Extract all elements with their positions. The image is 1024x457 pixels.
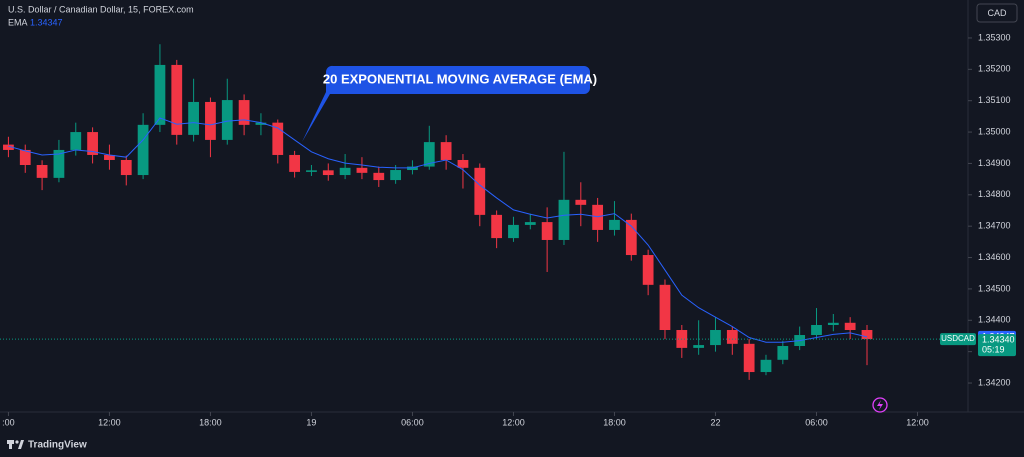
candle-body [423,142,435,167]
candle-body [137,124,149,176]
candle-body [221,100,233,140]
candle-body [356,167,368,173]
candle-body [238,100,250,125]
y-tick-label: 1.35000 [978,126,1011,136]
chart-title: U.S. Dollar / Canadian Dollar, 15, FOREX… [8,4,194,14]
candle-body [474,167,486,215]
annotation-text: 20 EXPONENTIAL MOVING AVERAGE (EMA) [323,71,597,86]
x-tick-label: 18:00 [603,417,626,427]
candle-body [609,219,620,230]
candle-body [592,204,604,230]
x-tick-label: 12:00 [98,417,121,427]
candle-body [760,359,772,373]
candle-body [710,330,721,346]
candle-body [508,224,519,239]
logo-part [15,440,19,444]
candle-body [306,170,317,172]
candle-body [642,255,654,285]
y-tick-label: 1.34700 [978,221,1011,231]
candle-body [70,132,82,150]
candle-body [861,330,873,340]
candle-body [19,149,31,166]
logo-part [18,440,24,449]
candle-body [558,199,570,240]
candle-body [491,214,503,239]
y-tick-label: 1.34200 [978,377,1011,387]
candle-body [154,64,166,125]
candle-body [575,199,587,205]
y-tick-label: 1.35200 [978,64,1011,74]
indicator-value: 1.34347 [30,17,63,27]
alert-icon[interactable] [872,397,888,413]
candle-body [87,132,98,155]
candle-body [205,101,216,140]
candle-body [726,330,738,344]
y-tick-label: 1.34500 [978,283,1011,293]
indicator-name: EMA [8,17,28,27]
candle-body [188,101,199,135]
candle-body [255,122,267,125]
y-tick-label: 1.35300 [978,32,1011,42]
ema-line [8,117,868,343]
candle-body [440,142,452,160]
candle-body [390,170,402,181]
currency-button[interactable] [976,3,1018,23]
y-tick-label: 1.34900 [978,158,1011,168]
x-tick-label: :00 [2,417,15,427]
candle-body [777,346,789,360]
x-tick-label: 12:00 [502,417,525,427]
symbol-box [940,333,976,346]
candle-body [659,284,671,331]
annotation-callout [302,65,590,142]
plot-area [3,44,873,380]
candle-body [524,222,536,225]
y-tick-label: 1.34400 [978,315,1011,325]
candle-body [541,222,553,240]
symbol-label: USDCAD [941,334,975,343]
brand-name: TradingView [28,440,87,451]
candle-body [693,345,705,348]
y-tick-label: 1.34800 [978,189,1011,199]
x-tick-label: 12:00 [906,417,929,427]
x-tick-label: 06:00 [401,417,424,427]
candle-body [743,343,755,373]
candle-body [827,322,839,325]
candle-body [171,64,183,135]
candle-body [457,159,469,168]
alert-bolt [877,400,883,410]
candle-body [844,322,856,331]
candle-body [36,165,48,178]
x-tick-label: 18:00 [199,417,222,427]
logo-part [9,440,12,449]
x-tick-label: 19 [306,417,316,427]
last-price-box [978,334,1016,357]
y-tick-label: 1.34600 [978,252,1011,262]
candle-body [373,172,385,181]
last-price-label: 1.34340 [982,334,1015,344]
candle-body [53,149,65,178]
candle-body [811,324,822,336]
candle-body [289,154,300,172]
x-tick-label: 22 [710,417,720,427]
x-tick-label: 06:00 [805,417,828,427]
candle-body [322,170,334,176]
candle-body [339,167,351,176]
candle-body [104,154,115,160]
candle-body [120,159,132,176]
candle-body [3,144,14,150]
brand-logo [7,440,24,449]
candle-body [272,122,284,155]
y-tick-label: 1.35100 [978,95,1011,105]
candle-body [625,219,637,256]
currency-label[interactable]: CAD [987,8,1007,18]
countdown: 05:19 [982,344,1005,354]
